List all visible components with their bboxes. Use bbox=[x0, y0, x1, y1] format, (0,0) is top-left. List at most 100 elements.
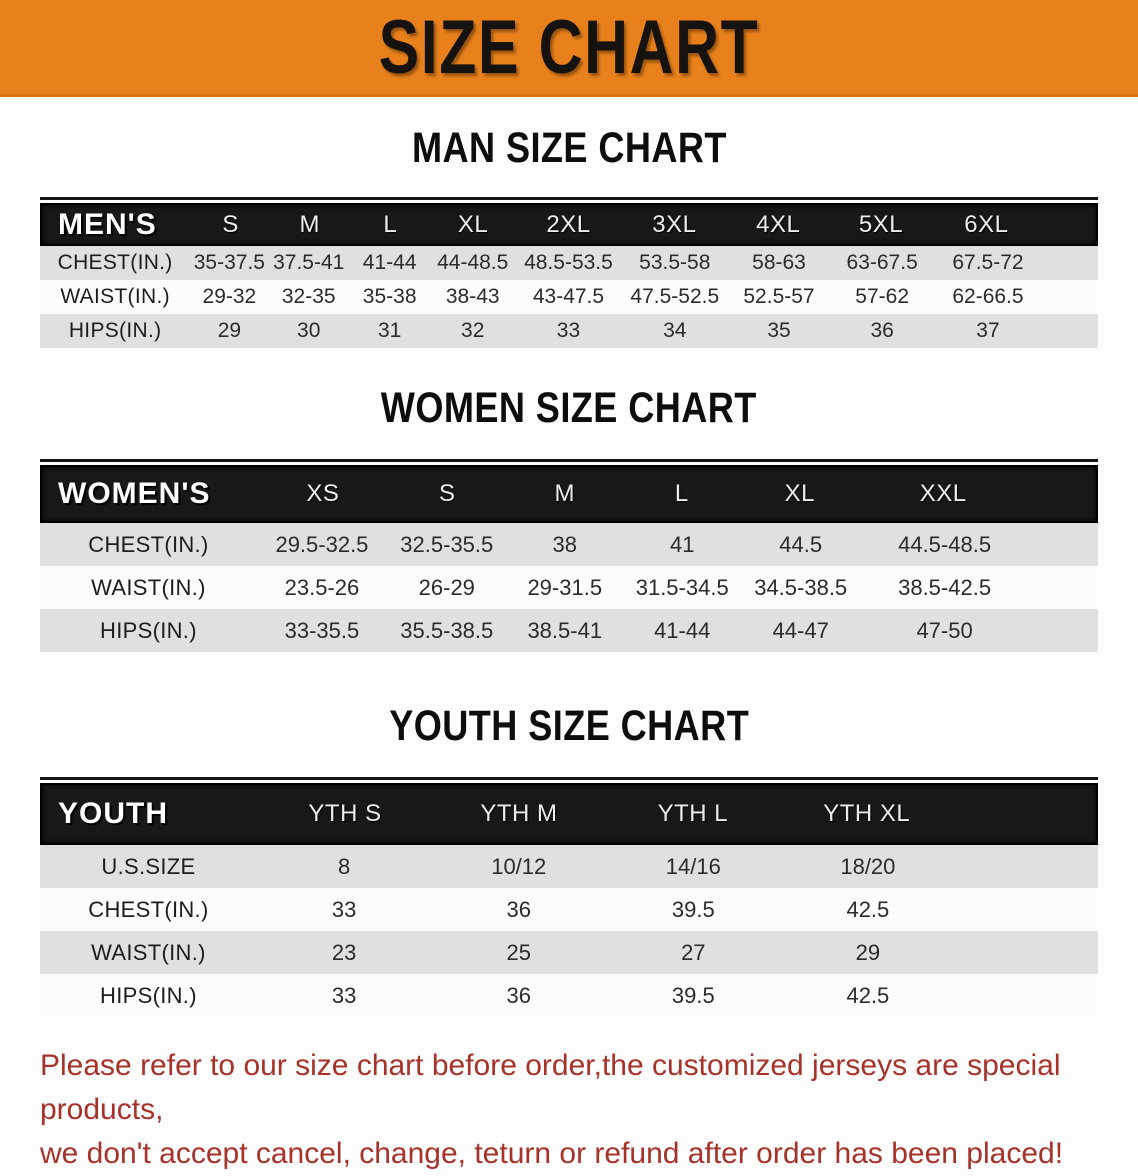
women-heading-text: WOMEN SIZE CHART bbox=[381, 384, 757, 432]
table-cell: 38 bbox=[552, 531, 577, 557]
column-header: XS bbox=[306, 480, 340, 507]
table-cell: 42.5 bbox=[846, 896, 890, 922]
table-cell: 35.5-38.5 bbox=[400, 617, 494, 643]
row-label: WAIST(IN.) bbox=[60, 285, 170, 308]
table-row: WAIST(IN.) 23 25 27 29 bbox=[40, 931, 1098, 974]
table-cell: 32.5-35.5 bbox=[400, 531, 494, 557]
table-row: WAIST(IN.) 29-32 32-35 35-38 38-43 43-47… bbox=[40, 280, 1098, 314]
table-cell: 34 bbox=[663, 319, 687, 342]
table-cell: 23.5-26 bbox=[284, 574, 360, 600]
disclaimer-line-1: Please refer to our size chart before or… bbox=[40, 1049, 1061, 1126]
row-label: HIPS(IN.) bbox=[68, 319, 162, 342]
table-cell: 39.5 bbox=[671, 896, 715, 922]
disclaimer-note: Please refer to our size chart before or… bbox=[40, 1044, 1118, 1176]
table-cell: 42.5 bbox=[846, 982, 890, 1008]
table-cell: 10/12 bbox=[491, 853, 547, 879]
table-cell: 14/16 bbox=[665, 853, 721, 879]
column-header: XL bbox=[784, 480, 815, 507]
column-header: YTH S bbox=[308, 800, 382, 827]
table-cell: 35-37.5 bbox=[193, 251, 265, 274]
row-label: CHEST(IN.) bbox=[88, 896, 209, 922]
column-header: 3XL bbox=[652, 210, 697, 238]
table-cell: 44.5 bbox=[779, 531, 823, 557]
table-cell: 38.5-41 bbox=[527, 617, 603, 643]
row-label: HIPS(IN.) bbox=[100, 982, 197, 1008]
table-cell: 38.5-42.5 bbox=[898, 574, 992, 600]
table-cell: 26-29 bbox=[418, 574, 475, 600]
column-header: YTH M bbox=[480, 800, 558, 827]
table-cell: 29.5-32.5 bbox=[275, 531, 369, 557]
table-cell: 25 bbox=[506, 939, 531, 965]
table-cell: 8 bbox=[338, 853, 351, 879]
table-cell: 32-35 bbox=[281, 285, 336, 308]
table-cell: 32 bbox=[461, 319, 485, 342]
table-cell: 62-66.5 bbox=[952, 285, 1024, 308]
women-group-label: WOMEN'S bbox=[58, 477, 211, 510]
table-cell: 36 bbox=[870, 319, 894, 342]
table-cell: 48.5-53.5 bbox=[524, 251, 613, 274]
table-cell: 38-43 bbox=[445, 285, 500, 308]
women-section-heading: WOMEN SIZE CHART bbox=[0, 384, 1138, 433]
table-cell: 33 bbox=[331, 896, 357, 922]
table-cell: 36 bbox=[506, 982, 531, 1008]
column-header: M bbox=[299, 210, 320, 238]
women-table-header-row: WOMEN'S XS S M L XL XXL bbox=[40, 465, 1098, 523]
row-label: WAIST(IN.) bbox=[91, 574, 206, 600]
table-cell: 41-44 bbox=[654, 617, 711, 643]
row-label: CHEST(IN.) bbox=[88, 531, 209, 557]
row-label: CHEST(IN.) bbox=[57, 251, 173, 274]
table-cell: 37.5-41 bbox=[273, 251, 345, 274]
table-cell: 29-32 bbox=[202, 285, 257, 308]
table-cell: 44-47 bbox=[772, 617, 829, 643]
table-cell: 18/20 bbox=[840, 853, 896, 879]
table-cell: 37 bbox=[976, 319, 1000, 342]
table-cell: 29 bbox=[855, 939, 881, 965]
table-cell: 43-47.5 bbox=[532, 285, 605, 308]
women-size-table: WOMEN'S XS S M L XL XXL CHEST(IN.) 29.5-… bbox=[40, 459, 1098, 652]
table-cell: 29-31.5 bbox=[527, 574, 603, 600]
column-header: XXL bbox=[919, 480, 967, 507]
youth-heading-text: YOUTH SIZE CHART bbox=[389, 702, 749, 750]
table-cell: 41-44 bbox=[362, 251, 417, 274]
column-header: L bbox=[674, 480, 689, 507]
table-row: HIPS(IN.) 29 30 31 32 33 34 35 36 37 bbox=[40, 314, 1098, 348]
table-cell: 35 bbox=[767, 319, 791, 342]
table-row: CHEST(IN.) 33 36 39.5 42.5 bbox=[40, 888, 1098, 931]
table-cell: 33-35.5 bbox=[284, 617, 360, 643]
column-header: 5XL bbox=[858, 210, 904, 238]
table-cell: 53.5-58 bbox=[639, 251, 711, 274]
table-row: CHEST(IN.) 35-37.5 37.5-41 41-44 44-48.5… bbox=[40, 246, 1098, 280]
man-section-heading: MAN SIZE CHART bbox=[0, 124, 1138, 173]
disclaimer-line-2: we don't accept cancel, change, teturn o… bbox=[40, 1137, 1064, 1170]
table-cell: 33 bbox=[556, 319, 581, 342]
column-header: XL bbox=[457, 210, 489, 238]
table-cell: 36 bbox=[506, 896, 531, 922]
table-cell: 34.5-38.5 bbox=[754, 574, 848, 600]
table-cell: 23 bbox=[331, 939, 357, 965]
table-row: HIPS(IN.) 33-35.5 35.5-38.5 38.5-41 41-4… bbox=[40, 609, 1098, 652]
column-header: S bbox=[439, 480, 456, 507]
column-header: YTH XL bbox=[823, 800, 911, 827]
table-cell: 57-62 bbox=[855, 285, 910, 308]
men-table-header-row: MEN'S S M L XL 2XL 3XL 4XL 5XL 6XL bbox=[40, 203, 1098, 246]
table-cell: 63-67.5 bbox=[846, 251, 918, 274]
man-heading-text: MAN SIZE CHART bbox=[411, 124, 727, 172]
column-header: YTH L bbox=[657, 800, 729, 827]
column-header: L bbox=[383, 210, 398, 238]
banner-title: SIZE CHART bbox=[378, 4, 760, 90]
table-cell: 30 bbox=[297, 319, 321, 342]
table-cell: 35-38 bbox=[362, 285, 417, 308]
table-cell: 44-48.5 bbox=[437, 251, 509, 274]
column-header: 6XL bbox=[964, 210, 1009, 238]
youth-section-heading: YOUTH SIZE CHART bbox=[0, 702, 1138, 751]
men-group-label: MEN'S bbox=[58, 207, 157, 241]
table-cell: 41 bbox=[669, 531, 695, 557]
table-cell: 52.5-57 bbox=[743, 285, 815, 308]
youth-group-label: YOUTH bbox=[58, 797, 168, 830]
table-cell: 67.5-72 bbox=[952, 251, 1024, 274]
column-header: M bbox=[554, 480, 576, 507]
row-label: HIPS(IN.) bbox=[100, 617, 197, 643]
row-label: U.S.SIZE bbox=[101, 853, 196, 879]
table-cell: 47-50 bbox=[916, 617, 973, 643]
